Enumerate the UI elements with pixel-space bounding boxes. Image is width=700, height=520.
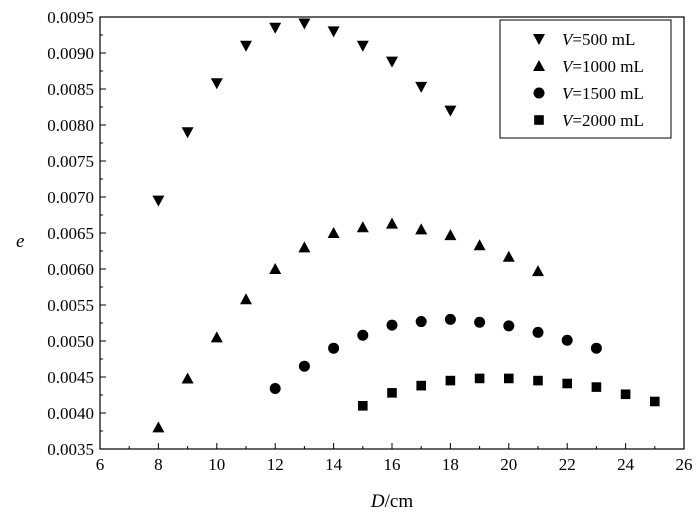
data-point: [387, 388, 397, 398]
y-axis-label: e: [16, 231, 24, 252]
legend-box: [499, 19, 672, 139]
data-point: [532, 326, 544, 338]
data-point: [620, 389, 631, 400]
data-point: [240, 293, 252, 305]
x-tick-label: 18: [442, 455, 459, 474]
data-point: [386, 56, 398, 68]
data-point: [327, 227, 340, 238]
data-point: [298, 360, 310, 372]
legend-value: =1500 mL: [572, 84, 643, 103]
x-tick-label: 24: [617, 455, 635, 474]
data-point: [327, 26, 340, 38]
data-point: [533, 375, 543, 386]
y-tick-label: 0.0085: [47, 80, 94, 99]
x-tick-label: 10: [208, 455, 225, 474]
data-point: [561, 334, 573, 346]
data-point: [210, 78, 223, 90]
data-point: [503, 320, 515, 332]
y-tick-label: 0.0090: [47, 44, 94, 63]
data-point: [444, 105, 457, 117]
data-point: [269, 383, 281, 395]
y-tick-label: 0.0050: [47, 332, 94, 351]
legend-marker: [534, 115, 544, 125]
legend-label-500: V=500 mL: [562, 30, 635, 49]
legend: V=500 mL V=1000 mL V=1500 mL V=2000 mL: [499, 19, 672, 139]
data-points: [152, 18, 660, 433]
data-point: [386, 319, 398, 331]
legend-label-1500: V=1500 mL: [562, 84, 644, 103]
x-tick-label: 16: [384, 455, 401, 474]
data-point: [474, 373, 485, 384]
x-tick-label: 14: [325, 455, 343, 474]
data-point: [444, 229, 457, 241]
y-tick-label: 0.0060: [47, 260, 94, 279]
y-tick-label: 0.0055: [47, 296, 94, 315]
data-point: [445, 375, 456, 386]
data-point: [298, 241, 311, 253]
data-point: [181, 372, 194, 384]
legend-markers: [533, 34, 545, 125]
data-point: [357, 329, 369, 341]
x-tick-label: 8: [154, 455, 163, 474]
y-tick-label: 0.0075: [47, 152, 94, 171]
data-point: [152, 195, 165, 207]
data-point: [590, 342, 602, 354]
x-tick-label: 26: [676, 455, 693, 474]
data-point: [240, 40, 252, 52]
x-tick-label: 6: [96, 455, 105, 474]
legend-value: =1000 mL: [572, 57, 643, 76]
y-tick-label: 0.0080: [47, 116, 94, 135]
legend-value: =2000 mL: [572, 111, 643, 130]
y-tick-label: 0.0035: [47, 440, 94, 459]
data-point: [269, 263, 282, 274]
legend-var: V: [562, 111, 575, 130]
data-point: [356, 40, 369, 52]
data-point: [181, 127, 194, 139]
data-point: [562, 378, 572, 389]
legend-marker: [533, 60, 545, 71]
y-tick-label: 0.0040: [47, 404, 94, 423]
y-tick-label: 0.0070: [47, 188, 94, 207]
data-point: [210, 331, 223, 343]
data-point: [532, 265, 544, 277]
x-axis-label-var: D: [370, 491, 385, 512]
data-point: [152, 421, 165, 433]
y-tick-label: 0.0065: [47, 224, 94, 243]
data-point: [328, 342, 340, 354]
data-point: [591, 382, 602, 392]
x-axis-label-unit: /cm: [385, 491, 414, 512]
y-tick-label: 0.0095: [47, 8, 94, 27]
data-point: [415, 81, 428, 93]
data-point: [269, 22, 282, 34]
data-point: [358, 401, 368, 411]
y-tick-label: 0.0045: [47, 368, 94, 387]
legend-marker: [533, 87, 545, 99]
legend-marker: [533, 34, 545, 45]
data-point: [650, 396, 660, 407]
axis-ticks: 6 8 10 12 14 16 18 20 22 24 26 0.0035 0.0040 0.0045 0.…: [47, 8, 692, 474]
legend-var: V: [562, 57, 575, 76]
x-axis-label: D/cm: [370, 491, 413, 512]
data-point: [504, 373, 514, 384]
legend-label-1000: V=1000 mL: [562, 57, 644, 76]
data-point: [473, 239, 486, 251]
x-tick-label: 22: [559, 455, 576, 474]
legend-label-2000: V=2000 mL: [562, 111, 644, 130]
x-tick-label: 12: [267, 455, 284, 474]
data-point: [502, 250, 515, 262]
x-tick-label: 20: [500, 455, 517, 474]
data-point: [356, 221, 369, 233]
data-point: [415, 223, 428, 235]
data-point: [444, 313, 456, 325]
legend-value: =500 mL: [572, 30, 635, 49]
data-point: [298, 18, 311, 30]
legend-var: V: [562, 84, 575, 103]
data-point: [416, 380, 426, 391]
legend-var: V: [562, 30, 575, 49]
data-point: [474, 316, 486, 328]
data-point: [386, 217, 398, 229]
data-point: [415, 316, 427, 328]
